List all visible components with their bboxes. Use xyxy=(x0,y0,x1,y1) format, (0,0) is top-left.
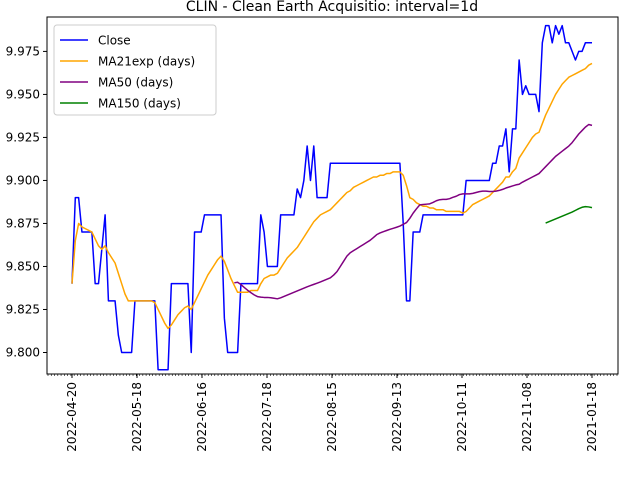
x-tick-label: 2022-07-18 xyxy=(260,382,274,452)
y-tick-label: 9.950 xyxy=(6,87,40,101)
y-tick-label: 9.900 xyxy=(6,173,40,187)
y-tick-label: 9.850 xyxy=(6,259,40,273)
axes-layer: 9.800 9.825 9.850 9.875 9.900 9.925 9.950 9.975… xyxy=(6,16,619,452)
y-tick-label: 9.875 xyxy=(6,216,40,230)
legend-label-0: Close xyxy=(98,34,131,48)
series-line-2 xyxy=(234,123,593,300)
series-line-0 xyxy=(71,24,592,371)
legend-box xyxy=(53,24,217,116)
legend-label-2: MA50 (days) xyxy=(98,76,173,90)
x-tick-label: 2022-05-18 xyxy=(130,382,144,452)
lines-layer xyxy=(71,24,593,371)
y-tick-label: 9.825 xyxy=(6,302,40,316)
chart-title: CLIN - Clean Earth Acquisitio: interval=… xyxy=(186,0,478,15)
legend: Close MA21exp (days) MA50 (days) MA150 (day… xyxy=(53,24,217,116)
x-tick-label: 2022-10-11 xyxy=(455,382,469,452)
x-tick-label: 2022-08-15 xyxy=(325,382,339,452)
x-tick-label: 2022-11-08 xyxy=(520,382,534,452)
x-tick-label: 2021-01-18 xyxy=(585,382,599,452)
legend-label-3: MA150 (days) xyxy=(98,97,181,111)
series-line-3 xyxy=(545,205,593,224)
series-line-1 xyxy=(71,62,593,330)
y-tick-label: 9.975 xyxy=(6,44,40,58)
y-tick-label: 9.925 xyxy=(6,130,40,144)
x-tick-label: 2022-09-13 xyxy=(390,382,404,452)
legend-label-1: MA21exp (days) xyxy=(98,55,195,69)
y-tick-label: 9.800 xyxy=(6,345,40,359)
x-tick-label: 2022-04-20 xyxy=(65,382,79,452)
x-tick-label: 2022-06-16 xyxy=(195,382,209,452)
